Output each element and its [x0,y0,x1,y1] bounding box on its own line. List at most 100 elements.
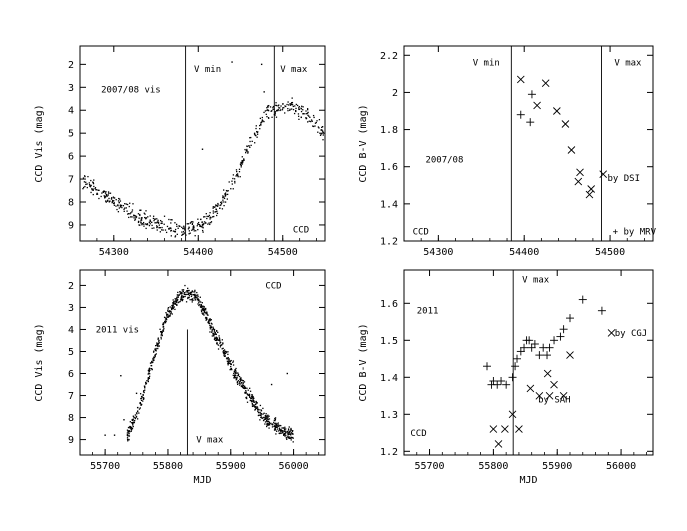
data-point [260,412,262,415]
y-tick-label: 1.4 [380,199,398,210]
data-point [225,357,228,359]
data-point [244,391,246,394]
annotation-label: 2011 vis [96,325,139,335]
plus-marker [511,362,520,371]
data-point [210,326,213,328]
data-point [197,303,199,305]
y-tick-label: 8 [68,198,74,209]
data-point [260,414,262,417]
cross-marker [599,170,608,178]
data-point [157,345,159,348]
data-point [183,229,186,231]
data-point [129,421,131,423]
data-point [108,192,110,194]
data-point [181,233,184,236]
data-point [177,295,179,297]
data-point [145,217,147,219]
data-point [282,431,284,434]
plus-marker [545,343,554,352]
data-point [176,296,178,298]
data-point [204,317,207,319]
data-point [266,423,268,425]
x-tick-label: 54300 [99,247,129,258]
plus-marker [566,314,574,323]
data-point [259,124,261,127]
data-point [129,431,131,433]
data-point [287,432,289,434]
data-point [226,190,228,192]
data-point [134,417,137,420]
data-point [207,223,209,225]
data-point [263,416,265,419]
data-point [222,343,224,345]
data-point [242,379,244,382]
data-point [110,198,113,200]
y-axis-title: CCD B-V (mag) [358,323,369,401]
data-point [143,212,145,214]
data-point [163,223,165,225]
data-point [172,306,174,308]
data-point [182,295,184,297]
data-point [295,103,297,106]
data-point [306,108,309,110]
data-point [200,310,203,313]
data-point [232,374,234,376]
data-point [228,360,230,363]
data-point [105,193,108,196]
data-point [275,102,277,104]
data-point [193,230,195,232]
x-tick-label: 54500 [595,247,625,258]
data-point [306,112,309,114]
data-point [271,424,274,426]
data-point [280,432,282,434]
data-point [253,405,255,407]
data-point [124,207,126,209]
panel-vis-2007: 54300 54400 54500 2 3 4 5 6 7 8 9 CCD Vis (mag) V mi… [34,45,326,258]
data-point [287,107,289,110]
data-point [131,209,134,211]
data-point [263,412,265,414]
data-point [148,370,150,372]
data-point [180,299,182,301]
data-point [287,110,289,112]
data-point [197,295,199,298]
data-point [260,416,262,419]
data-point [235,379,237,381]
data-point [218,339,221,342]
data-point [253,404,255,406]
data-point [123,419,125,421]
data-point [307,114,309,116]
data-point [169,306,171,308]
data-point [190,292,192,294]
data-point [249,387,251,389]
data-point [136,411,139,413]
data-point [310,120,312,123]
data-point [187,296,189,299]
data-point [300,110,303,113]
data-point [227,351,229,353]
data-point [245,397,247,399]
data-point [182,231,185,233]
data-point [234,372,236,374]
data-point [246,397,248,400]
data-point [183,226,185,228]
data-point [188,295,191,297]
data-point [145,227,147,230]
data-point [157,337,159,339]
data-point [169,314,171,317]
data-point [190,293,192,295]
data-point [296,104,299,107]
data-point [144,389,146,391]
data-point [161,222,163,224]
data-point [103,190,105,192]
data-point [317,126,320,128]
data-point [137,220,140,223]
data-point [274,112,277,114]
data-point [236,383,239,386]
data-point [223,354,225,356]
data-point [131,427,134,430]
data-point [302,113,305,115]
data-point [152,358,154,361]
data-point [129,213,131,215]
data-point [190,221,192,224]
